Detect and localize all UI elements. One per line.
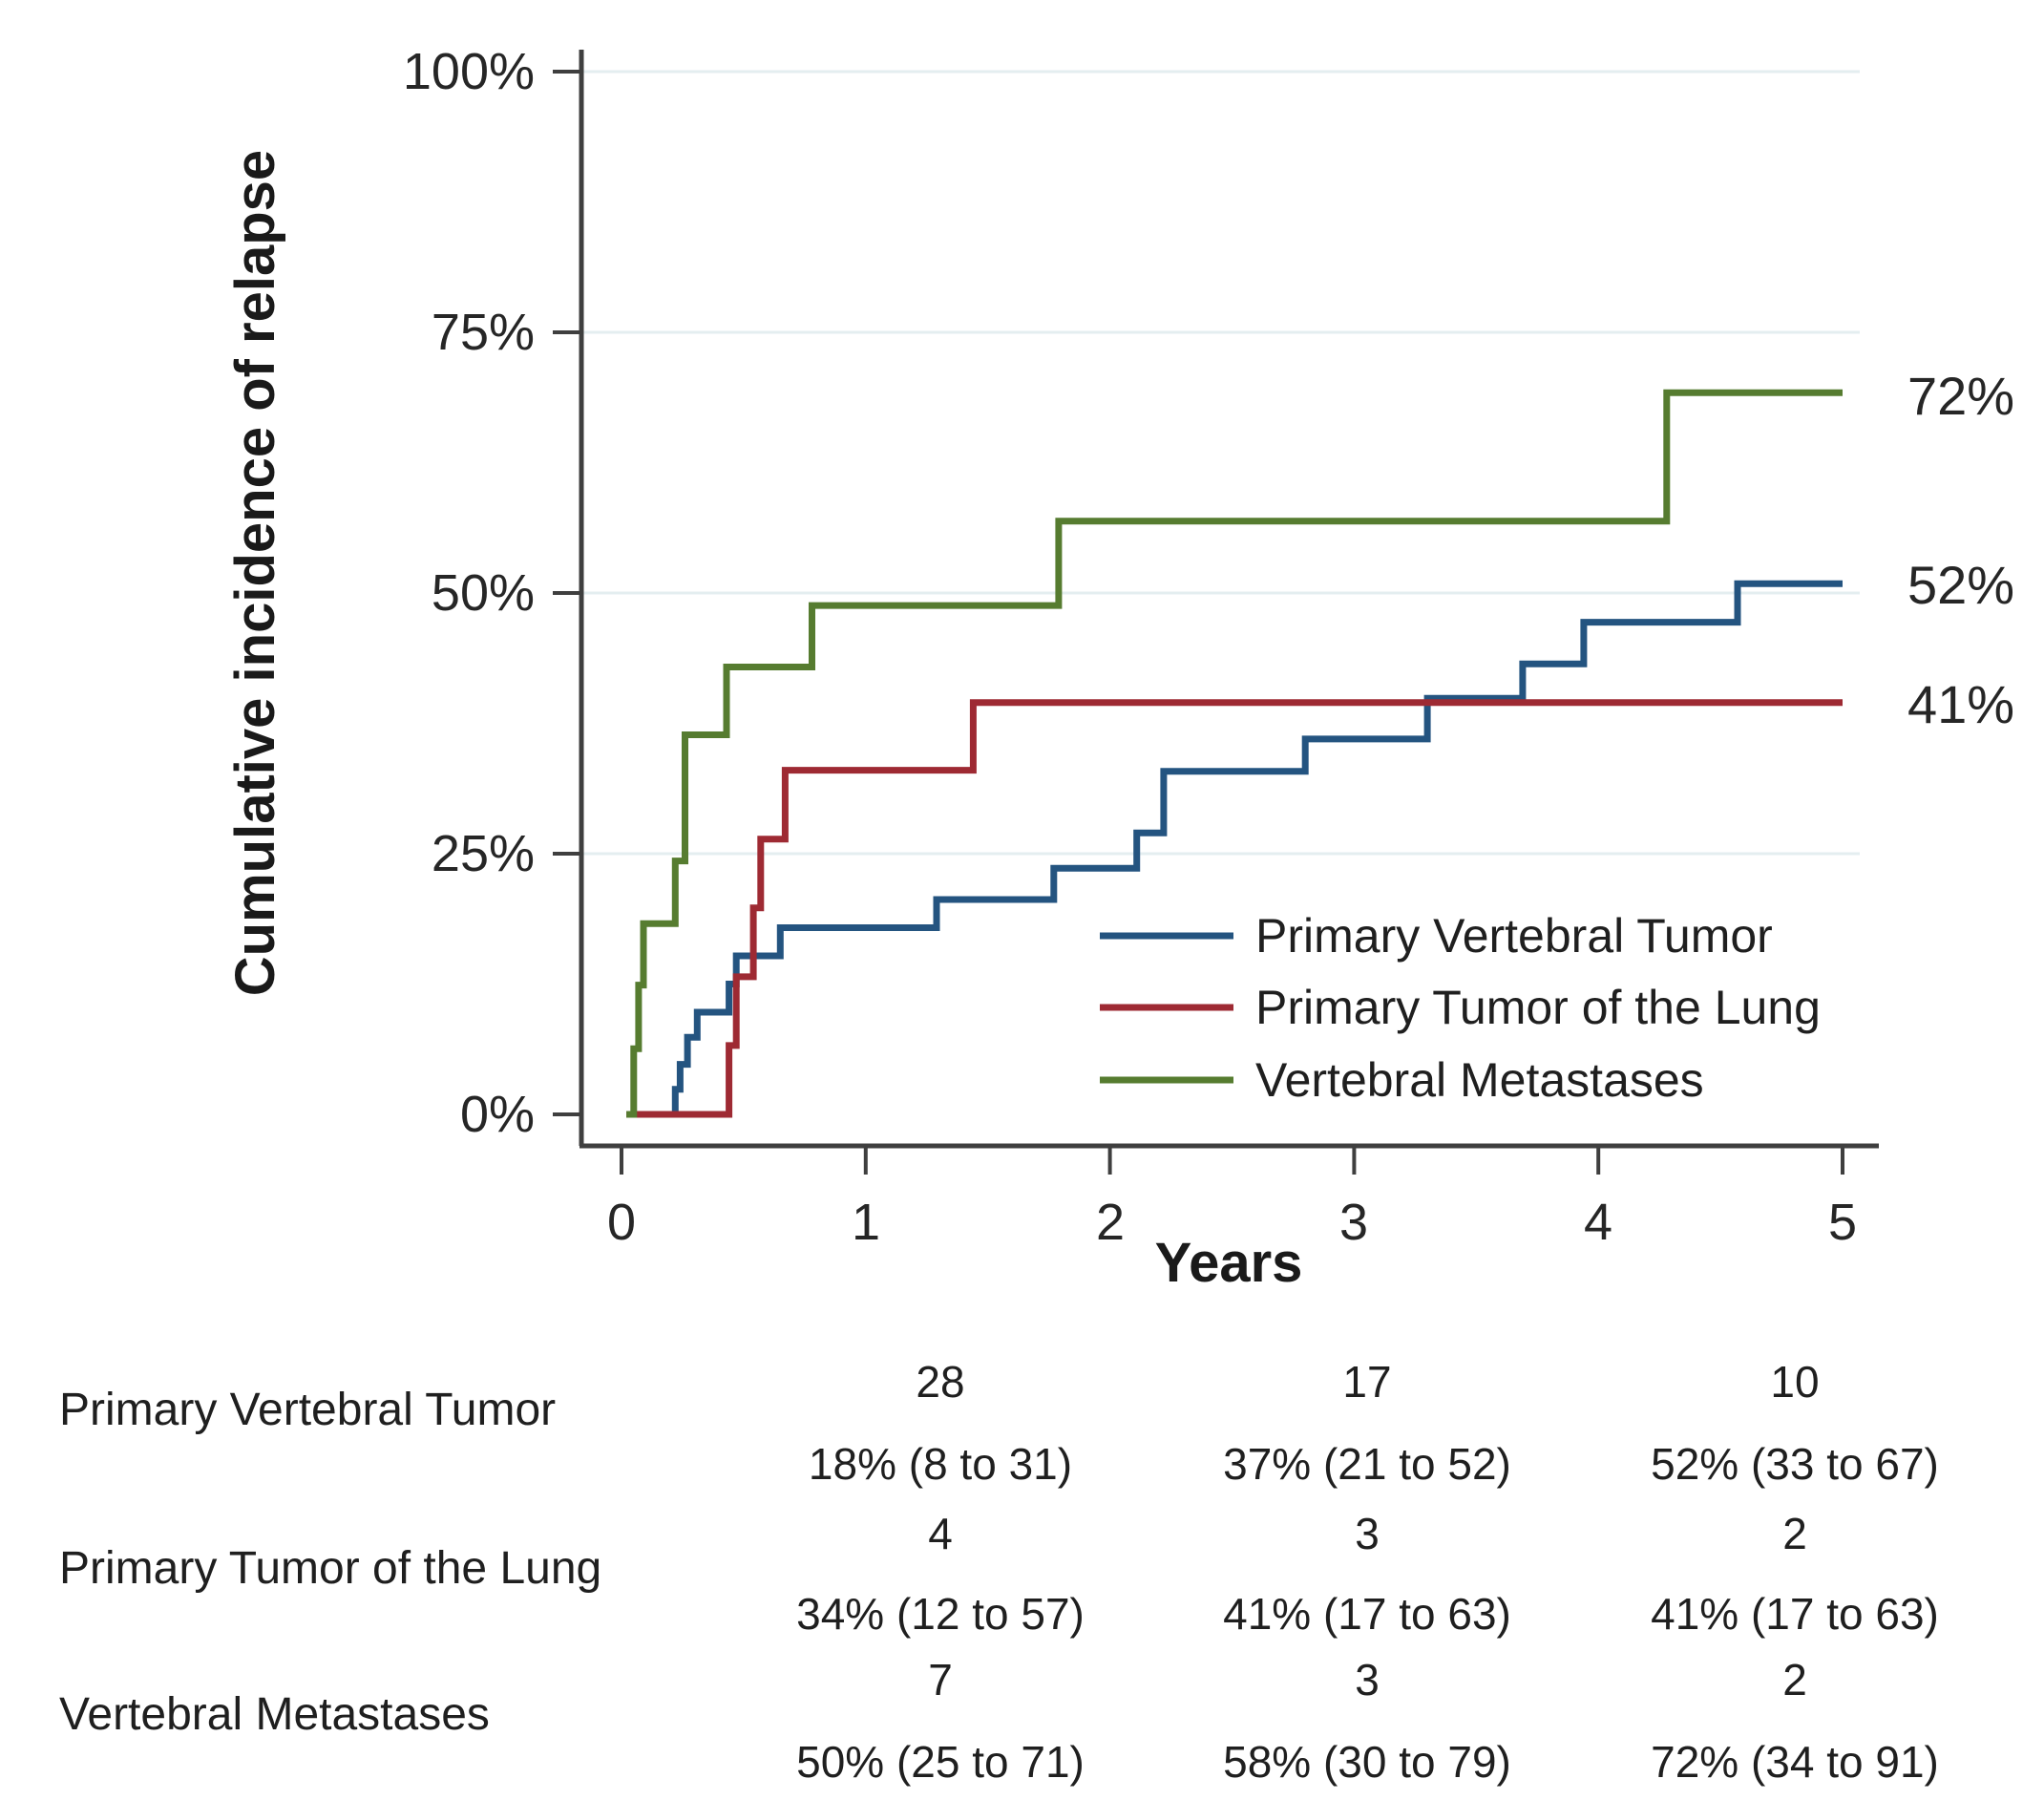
end-label-primary-tumor-lung: 41%: [1907, 674, 2015, 734]
legend-label-primary-tumor-lung: Primary Tumor of the Lung: [1255, 981, 1821, 1034]
risk-row-label: Primary Vertebral Tumor: [59, 1385, 557, 1435]
risk-estimate: 37% (21 to 52): [1223, 1439, 1511, 1489]
x-tick-label-5: 5: [1827, 1194, 1858, 1251]
x-axis-title: Years: [1154, 1232, 1303, 1294]
x-tick-label-3: 3: [1338, 1194, 1369, 1251]
end-label-primary-vertebral-tumor: 52%: [1907, 555, 2015, 615]
y-axis-title: Cumulative incidence of relapse: [224, 149, 286, 997]
risk-estimate: 18% (8 to 31): [808, 1439, 1073, 1489]
plot-area: [553, 50, 1879, 1175]
risk-estimate: 72% (34 to 91): [1651, 1737, 1939, 1787]
end-label-vertebral-metastases: 72%: [1907, 366, 2015, 426]
risk-estimate: 34% (12 to 57): [796, 1589, 1085, 1639]
curve-primary-vertebral-tumor: [667, 580, 1843, 1118]
legend-label-primary-vertebral-tumor: Primary Vertebral Tumor: [1255, 909, 1773, 963]
y-tick-label-100: 100%: [402, 43, 535, 100]
y-tick-label-75: 75%: [431, 304, 535, 361]
risk-count: 4: [928, 1509, 953, 1558]
x-tick-label-1: 1: [851, 1194, 881, 1251]
y-tick-label-0: 0%: [459, 1086, 535, 1143]
y-tick-label-25: 25%: [431, 825, 535, 882]
risk-estimate: 41% (17 to 63): [1651, 1589, 1939, 1639]
risk-estimate: 41% (17 to 63): [1223, 1589, 1511, 1639]
risk-count: 3: [1355, 1655, 1380, 1705]
risk-estimate: 58% (30 to 79): [1223, 1737, 1511, 1787]
y-tick-label-50: 50%: [431, 564, 535, 622]
risk-count: 2: [1782, 1655, 1807, 1705]
risk-estimate: 52% (33 to 67): [1651, 1439, 1939, 1489]
risk-count: 28: [916, 1357, 965, 1407]
grid-lines: [581, 70, 1860, 856]
risk-count: 17: [1342, 1357, 1392, 1407]
curve-primary-tumor-of-the-lung: [626, 699, 1843, 1118]
risk-count: 10: [1770, 1357, 1820, 1407]
x-tick-label-4: 4: [1583, 1194, 1613, 1251]
legend-swatches: [1100, 932, 1233, 1084]
x-tick-label-2: 2: [1095, 1194, 1126, 1251]
legend-label-vertebral-metastases: Vertebral Metastases: [1255, 1053, 1704, 1107]
risk-count: 2: [1782, 1509, 1807, 1558]
axes: [553, 50, 1879, 1175]
risk-estimate: 50% (25 to 71): [796, 1737, 1085, 1787]
risk-count: 3: [1355, 1509, 1380, 1558]
x-tick-label-0: 0: [606, 1194, 637, 1251]
risk-row-label: Vertebral Metastases: [59, 1689, 490, 1740]
curve-vertebral-metastases: [626, 389, 1843, 1118]
risk-row-label: Primary Tumor of the Lung: [59, 1543, 602, 1594]
risk-count: 7: [928, 1655, 953, 1705]
